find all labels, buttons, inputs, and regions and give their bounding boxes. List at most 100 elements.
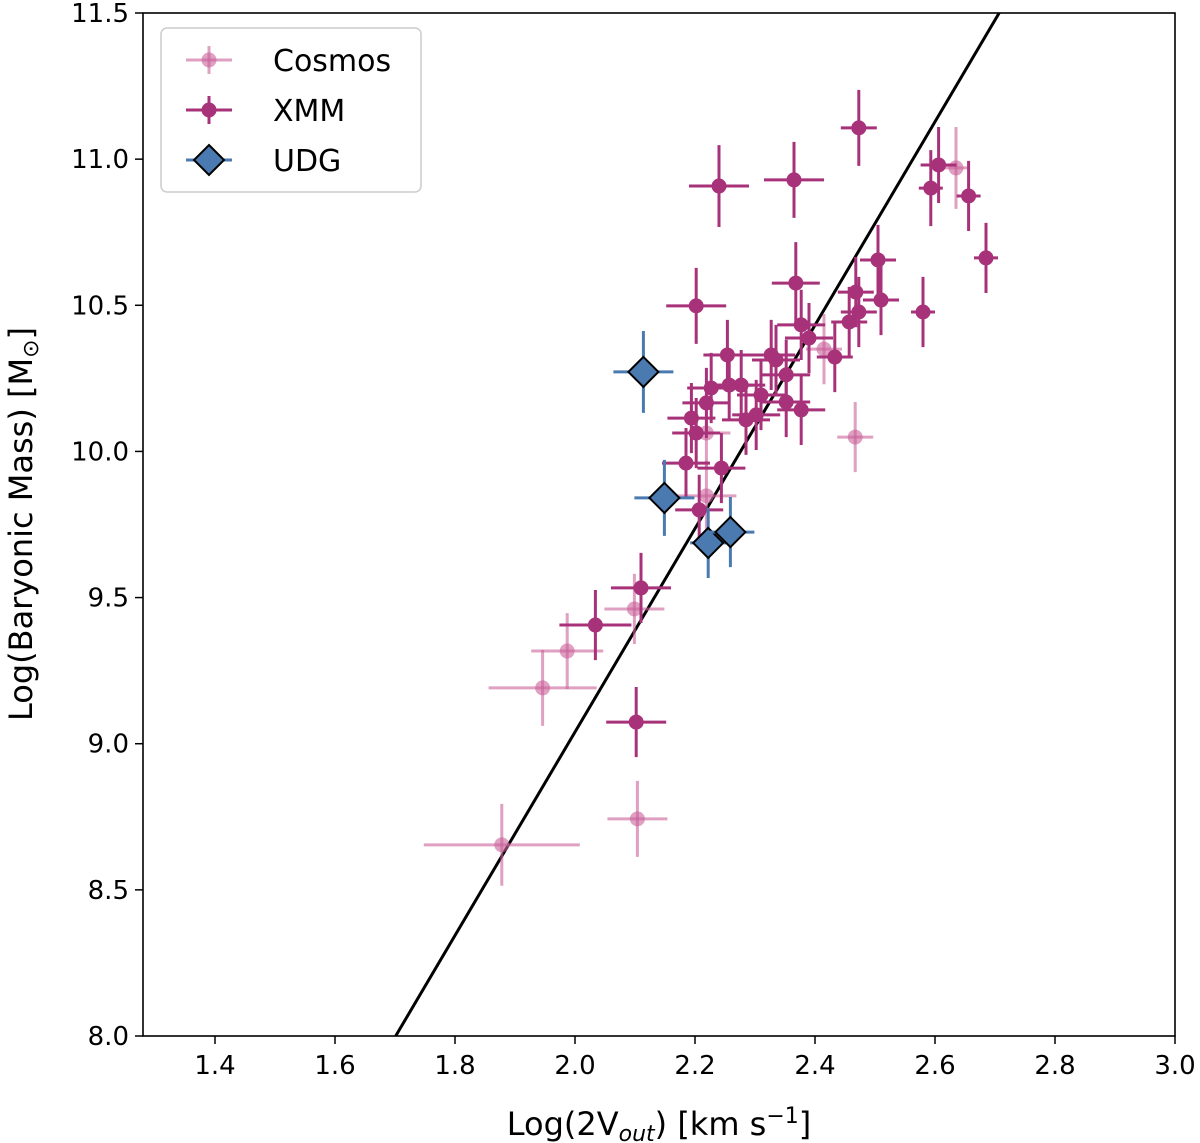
- data-point: [840, 89, 877, 166]
- y-tick-label: 9.5: [88, 584, 129, 614]
- point-marker: [816, 341, 832, 357]
- data-point: [974, 222, 998, 294]
- y-tick-label: 11.0: [71, 145, 129, 175]
- point-marker: [851, 304, 867, 320]
- data-point: [488, 649, 597, 726]
- point-marker: [719, 347, 735, 363]
- y-axis-label: Log(Baryonic Mass) [M⊙]: [2, 327, 44, 721]
- x-tick-label: 2.2: [674, 1051, 715, 1081]
- data-point: [860, 224, 896, 296]
- point-marker: [628, 714, 644, 730]
- point-marker: [711, 178, 727, 194]
- point-marker: [698, 395, 714, 411]
- x-tick-label: 1.4: [194, 1051, 235, 1081]
- point-marker: [678, 455, 694, 471]
- point-marker: [626, 601, 642, 617]
- x-tick-label: 2.8: [1034, 1051, 1075, 1081]
- point-marker: [778, 394, 794, 410]
- point-marker: [801, 330, 817, 346]
- data-point: [559, 589, 632, 661]
- data-point: [956, 160, 981, 232]
- point-marker: [713, 515, 747, 549]
- point-marker: [948, 160, 964, 176]
- data-point: [611, 552, 671, 624]
- data-point: [676, 460, 737, 531]
- x-tick-label: 2.6: [914, 1051, 955, 1081]
- y-tick-label: 8.5: [88, 876, 129, 906]
- legend-item-udg: UDG: [186, 143, 341, 179]
- x-tick-label: 2.0: [554, 1051, 595, 1081]
- series-udg: [613, 331, 755, 578]
- point-marker: [626, 355, 660, 389]
- point-marker: [847, 429, 863, 445]
- point-marker: [827, 349, 843, 365]
- data-point: [732, 379, 781, 450]
- legend-label: UDG: [273, 144, 341, 179]
- legend: Cosmos XMM UDG: [160, 27, 422, 193]
- data-point: [706, 497, 755, 568]
- y-tick-label: 11.5: [71, 0, 129, 29]
- data-point: [840, 276, 877, 348]
- point-marker: [841, 314, 857, 330]
- point-marker: [793, 402, 809, 418]
- data-point: [662, 428, 710, 499]
- x-tick-label: 2.4: [794, 1051, 835, 1081]
- point-marker: [748, 407, 764, 423]
- point-marker: [786, 172, 802, 188]
- fit-line: [394, 12, 1001, 1037]
- legend-marker: [201, 52, 217, 68]
- legend-item-cosmos: Cosmos: [186, 44, 391, 79]
- data-point: [920, 126, 957, 203]
- data-point: [762, 366, 811, 438]
- point-marker: [647, 481, 681, 515]
- data-point: [613, 331, 674, 413]
- point-marker: [633, 580, 649, 596]
- y-tick-label: 9.0: [88, 730, 129, 760]
- x-tick-label: 3.0: [1154, 1051, 1195, 1081]
- data-point: [837, 402, 874, 473]
- data-point: [816, 321, 853, 393]
- data-point: [777, 289, 826, 360]
- y-tick-label: 8.0: [88, 1022, 129, 1052]
- legend-label: XMM: [273, 94, 345, 129]
- point-marker: [978, 250, 994, 266]
- data-point: [697, 433, 746, 504]
- legend-label: Cosmos: [273, 44, 391, 79]
- legend-item-xmm: XMM: [186, 94, 345, 129]
- point-marker: [559, 643, 575, 659]
- legend-marker: [201, 102, 217, 118]
- point-marker: [494, 837, 510, 853]
- point-marker: [793, 317, 809, 333]
- point-marker: [688, 425, 704, 441]
- data-point: [911, 276, 935, 348]
- point-marker: [788, 275, 804, 291]
- data-point: [689, 145, 749, 227]
- series-xmm: [559, 89, 998, 758]
- y-tick-label: 10.5: [71, 291, 129, 321]
- point-marker: [915, 304, 931, 320]
- x-axis-label: Log(2Vout) [km s−1]: [507, 1104, 812, 1143]
- legend-marker: [192, 143, 226, 177]
- point-marker: [691, 502, 707, 518]
- point-marker: [535, 680, 551, 696]
- data-point: [785, 302, 833, 374]
- data-point: [675, 474, 724, 545]
- point-marker: [713, 460, 729, 476]
- point-marker: [691, 526, 725, 560]
- point-marker: [873, 292, 889, 308]
- point-marker: [629, 811, 645, 827]
- point-marker: [931, 157, 947, 173]
- data-point: [863, 264, 899, 336]
- point-marker: [870, 252, 886, 268]
- data-point: [690, 507, 727, 578]
- point-marker: [851, 120, 867, 136]
- data-marks: [394, 12, 1001, 1037]
- data-point: [777, 374, 826, 445]
- data-point: [918, 150, 943, 227]
- data-point: [607, 780, 668, 857]
- point-marker: [688, 298, 704, 314]
- point-marker: [698, 488, 714, 504]
- legend-frame: [160, 27, 422, 193]
- data-point: [672, 397, 721, 469]
